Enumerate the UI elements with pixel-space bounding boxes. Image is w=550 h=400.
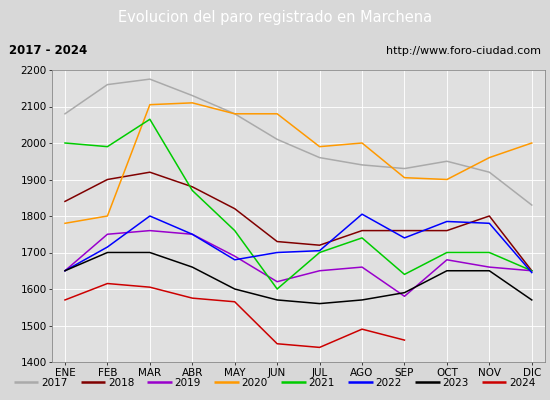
Text: 2023: 2023 — [442, 378, 469, 388]
Text: 2024: 2024 — [509, 378, 536, 388]
Text: http://www.foro-ciudad.com: http://www.foro-ciudad.com — [386, 46, 541, 56]
Text: 2018: 2018 — [108, 378, 134, 388]
Text: Evolucion del paro registrado en Marchena: Evolucion del paro registrado en Marchen… — [118, 10, 432, 25]
Text: 2022: 2022 — [375, 378, 402, 388]
Text: 2020: 2020 — [241, 378, 268, 388]
Text: 2021: 2021 — [309, 378, 335, 388]
Text: 2017 - 2024: 2017 - 2024 — [9, 44, 87, 58]
Text: 2017: 2017 — [41, 378, 67, 388]
Text: 2019: 2019 — [175, 378, 201, 388]
